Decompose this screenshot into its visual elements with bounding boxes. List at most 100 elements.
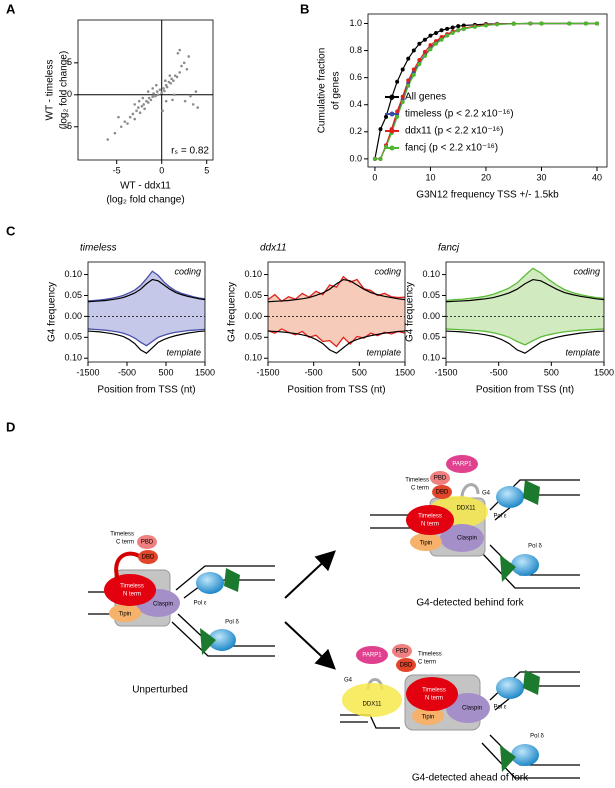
point [137,99,141,103]
point [456,28,461,33]
point [164,99,168,103]
pol-epsilon [496,486,524,508]
y-tick-label: 0.2 [349,126,362,136]
y-tick-label: 0.10 [244,353,262,363]
x-tick-label: -500 [118,367,136,377]
area-fill [446,268,604,317]
point [411,72,416,77]
panel-label: B [300,1,309,16]
arrow [284,621,336,670]
y-axis-label: (log₂ fold change) [59,51,70,129]
point [152,92,155,95]
x-tick-label: -500 [490,367,508,377]
x-tick-label: -5 [113,165,121,175]
plot-frame [267,261,406,363]
point [422,37,427,42]
pol-epsilon [196,572,224,594]
point [406,78,411,83]
x-tick-label: 10 [425,172,435,182]
panel-label: C [6,223,16,238]
point [422,53,427,58]
x-axis-label: Position from TSS (nt) [476,385,574,396]
point [450,25,455,30]
label: DDX11 [457,506,477,512]
point [145,99,148,103]
annotation: rₛ = 0.82 [171,146,209,157]
series-line [267,278,406,303]
timeless-n [406,505,454,535]
point [176,51,180,55]
label: DDX11 [363,702,383,708]
annotation: template [366,347,401,357]
label: Claspin [462,706,482,712]
y-tick-label: 0.10 [64,353,82,363]
x-tick-label: -1500 [256,367,279,377]
point [417,41,422,46]
point [126,122,129,125]
point [495,22,500,27]
area-fill [268,316,405,347]
y-axis-label: WT - timeless [45,60,56,121]
x-axis-label: Position from TSS (nt) [287,385,385,396]
y-axis-label: G4 frequency [405,282,416,342]
point [185,67,189,71]
point [378,127,383,132]
tipin [410,533,442,551]
label: PBD [434,476,447,482]
chart-title: fancj [438,243,460,254]
x-tick-label: 500 [158,367,173,377]
point [155,90,159,93]
point [395,114,400,119]
y-tick-label: 0.10 [64,269,82,279]
point [445,26,450,31]
point [439,37,444,42]
point [123,120,127,123]
caption: G4-detected ahead of fork [412,773,529,784]
y-tick-label: 0.05 [244,290,262,300]
point [169,81,172,85]
point [156,93,160,97]
point [172,79,175,83]
point [417,62,422,67]
series-line [87,270,206,302]
point [456,24,461,29]
x-tick-label: 40 [592,172,602,182]
series-line [445,278,605,303]
x-axis-label: WT - ddx11 [120,181,171,192]
annotation: template [166,347,201,357]
series-line [445,328,605,346]
point [384,114,389,119]
point [128,115,132,119]
label: G4 [482,491,491,497]
parp1 [446,455,478,473]
label: Tipin [119,612,132,618]
y-axis-label: Cumulative fraction [317,48,328,134]
annotation: template [565,347,600,357]
point [119,125,123,129]
series-line [267,330,406,354]
point [154,94,157,98]
point [146,90,150,93]
pol-epsilon [496,677,524,699]
y-tick-label: 0.10 [244,269,262,279]
pcna [200,628,216,655]
series-line [445,267,605,302]
label: C term [411,486,429,492]
legend-label: All genes [405,92,446,103]
scene-behind: PARP1 PBD DBD Timeless C term G4 DDX11 T… [370,455,580,609]
label: Timeless [418,652,442,658]
label: Claspin [153,602,173,608]
plot-frame [77,19,214,161]
tipin [109,604,141,622]
point [194,90,198,93]
series-line [87,330,206,354]
x-tick-label: 1500 [395,367,415,377]
point [164,79,167,83]
label: PBD [396,649,409,655]
point [191,103,195,106]
dbd [138,550,158,564]
legend-swatch [389,94,395,100]
label: Tipin [420,541,433,547]
x-tick-label: 20 [481,172,491,182]
point [472,24,477,29]
